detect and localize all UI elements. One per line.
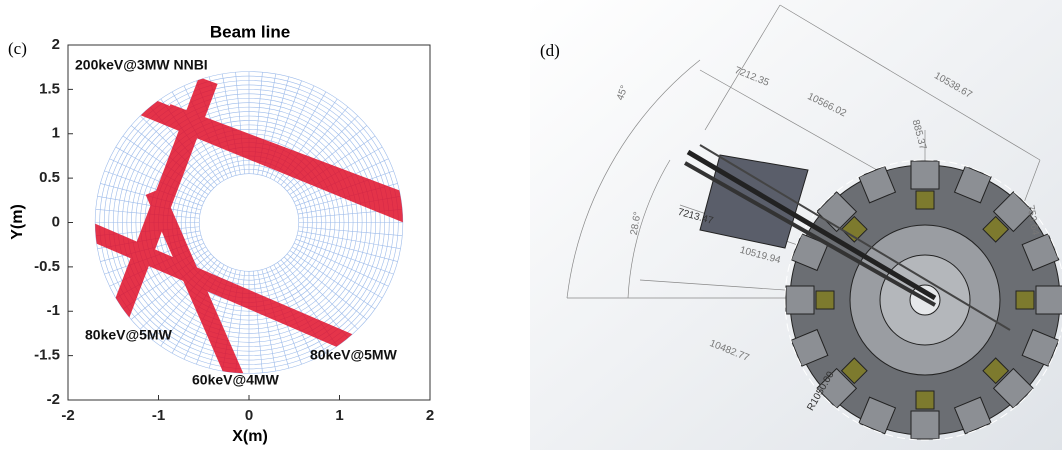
x-tick-label: -1 bbox=[152, 407, 165, 424]
mesh-spoke bbox=[140, 256, 215, 330]
mesh-spoke bbox=[283, 256, 358, 330]
panel-c: (c) Beam line X(m) Y(m) 200keV@3MW NNBI … bbox=[8, 22, 434, 445]
y-tick-label: 1 bbox=[52, 125, 60, 142]
mesh-spoke bbox=[130, 253, 212, 320]
port bbox=[953, 396, 992, 435]
coil bbox=[915, 190, 935, 210]
mesh-spoke bbox=[122, 135, 209, 195]
x-tick-label: 2 bbox=[426, 407, 434, 424]
panel-label: (c) bbox=[8, 39, 27, 58]
mesh-spoke bbox=[291, 246, 383, 299]
annotation: 200keV@3MW NNBI bbox=[75, 57, 208, 73]
panel-d: (d) 10538.67 7212.35 10566.02 885.37 45°… bbox=[530, 0, 1062, 450]
mesh-ring bbox=[198, 173, 300, 272]
mesh-spoke bbox=[235, 72, 245, 174]
port bbox=[910, 160, 940, 190]
mesh-spoke bbox=[295, 238, 394, 275]
y-tick-label: -1 bbox=[47, 302, 60, 319]
annotation: 80keV@5MW bbox=[310, 347, 398, 363]
annotation: 60keV@4MW bbox=[192, 372, 280, 388]
mesh-spoke bbox=[286, 253, 368, 320]
coil bbox=[840, 357, 868, 385]
mesh-spoke bbox=[297, 230, 401, 249]
beam bbox=[164, 104, 403, 208]
x-axis-label: X(m) bbox=[232, 428, 268, 445]
mesh-spoke bbox=[122, 250, 209, 310]
coil bbox=[815, 290, 835, 310]
mesh-spoke bbox=[104, 170, 203, 207]
port bbox=[858, 396, 897, 435]
mesh-spoke bbox=[293, 242, 389, 287]
port bbox=[953, 165, 992, 204]
mesh-spoke bbox=[253, 271, 263, 373]
coil bbox=[1015, 290, 1035, 310]
outline bbox=[784, 159, 1062, 441]
mesh-spoke bbox=[109, 158, 205, 203]
x-tick-label: 1 bbox=[335, 407, 343, 424]
torus-mesh bbox=[94, 71, 404, 374]
mesh-spoke bbox=[257, 270, 277, 372]
mesh-spoke bbox=[289, 250, 376, 310]
y-tick-label: 1.5 bbox=[39, 80, 60, 97]
port bbox=[992, 191, 1034, 233]
y-axis-label: Y(m) bbox=[9, 204, 26, 240]
y-tick-label: -2 bbox=[47, 391, 60, 408]
mesh-spoke bbox=[221, 73, 241, 175]
mesh-spoke bbox=[297, 234, 398, 262]
panel-label: (d) bbox=[540, 41, 560, 60]
dimension-label: 28.6° bbox=[629, 211, 644, 236]
beams bbox=[95, 77, 403, 374]
y-tick-label: -0.5 bbox=[34, 258, 60, 275]
port bbox=[1021, 233, 1060, 272]
y-tick-label: 0 bbox=[52, 213, 60, 230]
port bbox=[1035, 285, 1062, 315]
x-tick-label: -2 bbox=[61, 407, 74, 424]
y-tick-label: -1.5 bbox=[34, 347, 60, 364]
dimension-label: 753.64 bbox=[1024, 204, 1040, 236]
port bbox=[910, 410, 940, 440]
port bbox=[790, 328, 829, 367]
coil bbox=[915, 390, 935, 410]
coil bbox=[982, 215, 1010, 243]
coil bbox=[840, 215, 868, 243]
annotation: 80keV@5MW bbox=[85, 327, 173, 343]
port bbox=[992, 367, 1034, 409]
port bbox=[816, 367, 858, 409]
mesh-spoke bbox=[298, 226, 403, 236]
mesh-spoke bbox=[97, 196, 201, 215]
beam-duct bbox=[684, 144, 1011, 331]
mesh-spoke bbox=[280, 259, 349, 339]
port bbox=[1021, 328, 1060, 367]
y-tick-label: 0.5 bbox=[39, 169, 60, 186]
mesh-spoke bbox=[115, 146, 207, 199]
dimension-label: 45° bbox=[615, 84, 631, 102]
beam bbox=[145, 187, 244, 374]
plot-title: Beam line bbox=[210, 22, 290, 41]
beam bbox=[95, 223, 353, 351]
x-tick-label: 0 bbox=[245, 407, 253, 424]
port bbox=[785, 285, 815, 315]
y-tick-label: 2 bbox=[52, 36, 60, 53]
coil bbox=[982, 357, 1010, 385]
port bbox=[790, 233, 829, 272]
port bbox=[858, 165, 897, 204]
